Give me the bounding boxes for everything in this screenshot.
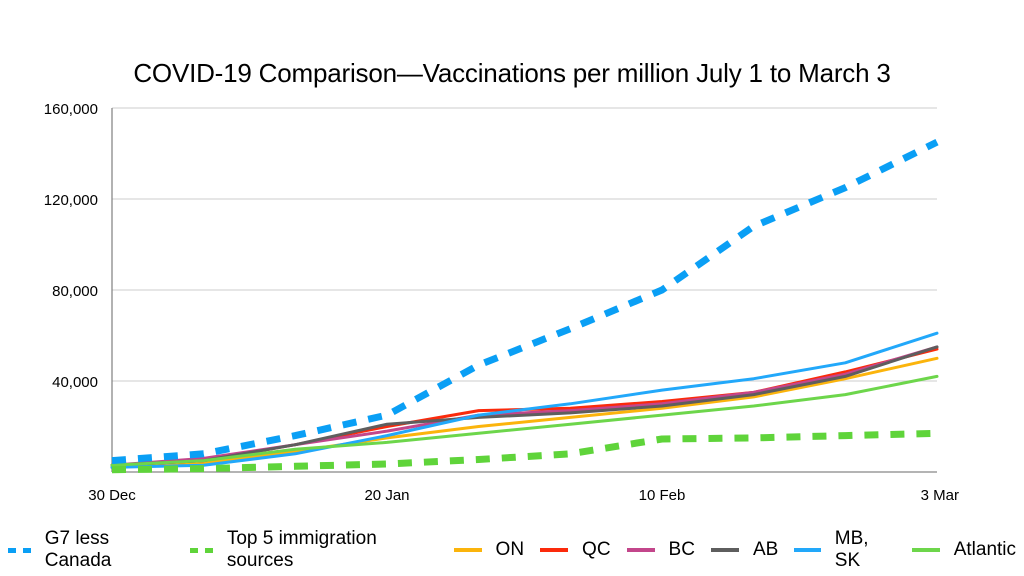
x-tick-label: 3 Mar: [921, 487, 959, 504]
legend-swatch-icon: [540, 548, 569, 552]
x-tick-label: 30 Dec: [88, 487, 136, 504]
series-line-atlantic: [110, 374, 939, 467]
series-line-g7-less-canada: [111, 138, 939, 465]
legend-item: MB, SK: [794, 528, 895, 572]
legend-label: Atlantic: [953, 539, 1017, 560]
y-tick-labels: 40,000 80,000 120,000 160,000: [44, 101, 98, 391]
legend-swatch-icon: [911, 548, 940, 552]
legend-swatch-icon: [190, 547, 213, 553]
series-line-ab: [110, 345, 939, 467]
series-line-mb-sk: [110, 331, 939, 469]
legend-item: Atlantic: [911, 539, 1017, 561]
legend-swatch-icon: [794, 548, 821, 552]
legend-swatch-icon: [710, 548, 739, 552]
y-tick-label: 160,000: [44, 101, 98, 118]
series-line-on: [110, 356, 939, 469]
legend-item: G7 less Canada: [8, 528, 174, 572]
legend-swatch-icon: [8, 547, 31, 553]
legend-swatch-icon: [453, 548, 482, 552]
legend: G7 less Canada Top 5 immigration sources O…: [0, 528, 1024, 572]
legend-item: Top 5 immigration sources: [190, 528, 438, 572]
y-tick-label: 40,000: [52, 374, 98, 391]
series-lines: [110, 138, 939, 474]
series-line-qc: [110, 347, 939, 467]
legend-label: MB, SK: [834, 528, 869, 571]
gridlines: [112, 107, 937, 382]
legend-label: Top 5 immigration sources: [226, 528, 377, 571]
x-tick-label: 20 Jan: [364, 487, 409, 504]
legend-item: QC: [540, 539, 611, 561]
legend-swatch-icon: [626, 548, 655, 552]
legend-item: BC: [626, 539, 695, 561]
y-tick-label: 120,000: [44, 192, 98, 209]
legend-label: AB: [752, 539, 779, 560]
legend-item: AB: [710, 539, 779, 561]
axes: [111, 108, 937, 473]
series-line-bc: [110, 345, 939, 467]
series-line-top-5-immigration-sources: [111, 429, 938, 474]
x-tick-labels: 30 Dec 20 Jan 10 Feb 3 Mar: [88, 487, 959, 504]
legend-label: G7 less Canada: [44, 528, 112, 571]
legend-item: ON: [453, 539, 525, 561]
chart-title: COVID-19 Comparison—Vaccinations per mil…: [133, 58, 891, 88]
legend-label: QC: [582, 539, 611, 560]
y-tick-label: 80,000: [52, 283, 98, 300]
legend-label: ON: [495, 539, 525, 560]
legend-label: BC: [668, 539, 695, 560]
x-tick-label: 10 Feb: [639, 487, 686, 504]
